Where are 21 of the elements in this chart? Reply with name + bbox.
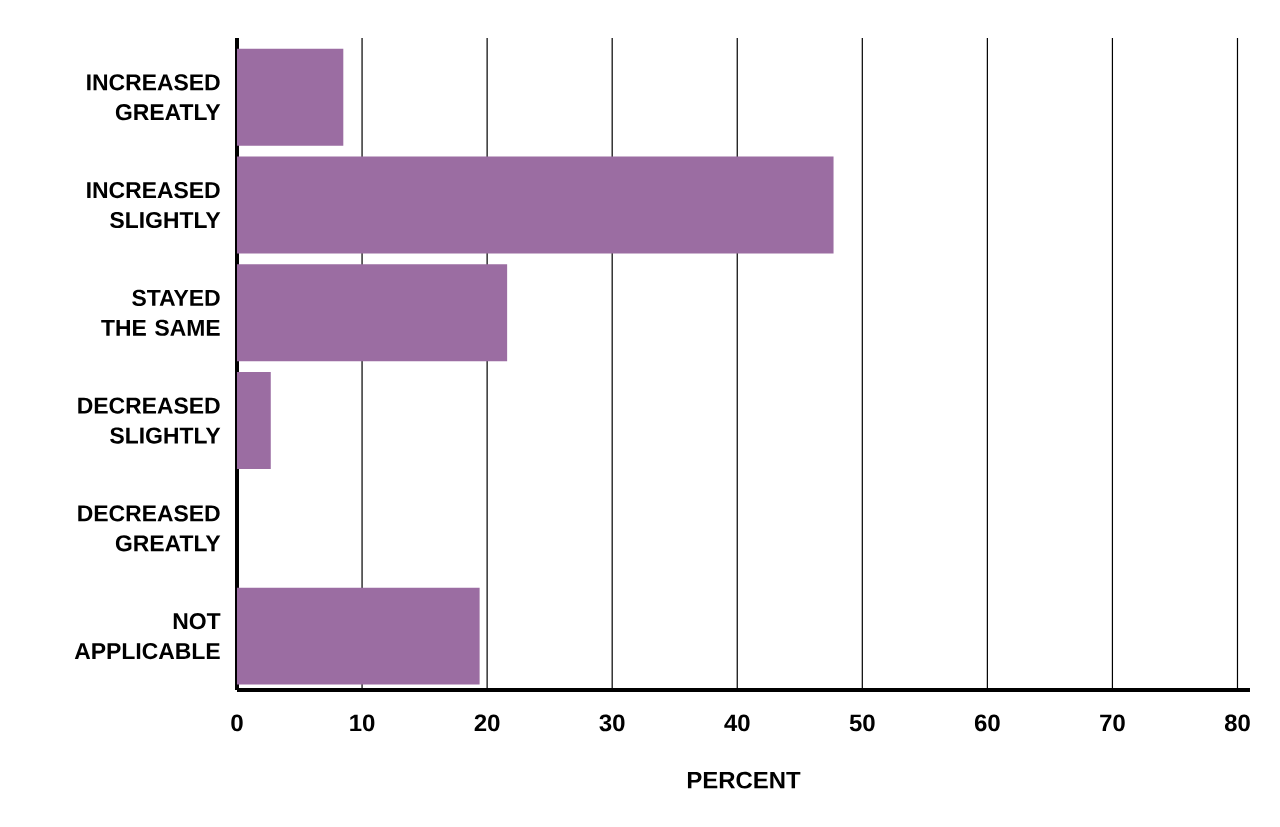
bar — [237, 156, 834, 254]
bar — [237, 372, 271, 470]
x-tick-label: 70 — [1100, 714, 1125, 732]
y-tick-label: INCREASED GREATLY — [87, 74, 221, 121]
x-axis-title: PERCENT — [687, 771, 801, 789]
y-tick-label: INCREASED SLIGHTLY — [87, 181, 221, 229]
x-tick-label: 80 — [1224, 714, 1250, 732]
x-tick-label: 60 — [974, 714, 1000, 732]
y-tick-label: DECREASED GREATLY — [78, 505, 221, 552]
x-tick-label: 50 — [849, 714, 875, 732]
x-tick-label: 20 — [474, 714, 500, 732]
x-tick-label: 30 — [599, 714, 625, 732]
y-tick-label: STAYED THE SAME — [101, 289, 220, 336]
bar — [237, 48, 344, 146]
x-tick-label: 40 — [724, 714, 750, 732]
x-tick-label: 0 — [231, 714, 243, 732]
bar — [237, 264, 508, 362]
y-tick-label: NOT APPLICABLE — [74, 613, 221, 660]
bar — [237, 587, 480, 685]
y-tick-label: DECREASED SLIGHTLY — [78, 397, 221, 444]
x-tick-label: 10 — [350, 714, 375, 732]
